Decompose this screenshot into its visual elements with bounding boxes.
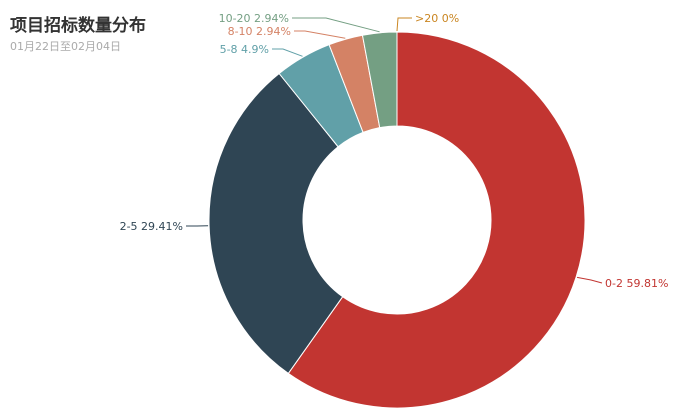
slice-10-20[interactable] <box>361 31 398 129</box>
slice-0-2[interactable] <box>287 31 586 409</box>
leader-line-5-8 <box>272 48 303 57</box>
chart-title: 项目招标数量分布 <box>10 16 146 36</box>
leader-line-10-20 <box>292 17 380 33</box>
leader-line->20 <box>396 17 412 32</box>
slice-label-8-10: 8-10 2.94% <box>228 25 291 38</box>
labels-layer: 0-2 59.81% 2-5 29.41% 5-8 4.9% 8-10 2.94%10… <box>120 12 669 290</box>
slice-label->20: >20 0% <box>415 12 459 25</box>
leader-line-8-10 <box>294 30 346 39</box>
slice-label-0-2: 0-2 59.81% <box>605 277 668 290</box>
slice-label-2-5: 2-5 29.41% <box>120 220 183 233</box>
slice-label-5-8: 5-8 4.9% <box>220 43 269 56</box>
slice-label-10-20: 10-20 2.94% <box>219 12 289 25</box>
chart-subtitle: 01月22日至02月04日 <box>10 40 121 53</box>
slice-2-5[interactable] <box>208 72 344 375</box>
slices-layer <box>208 31 586 409</box>
leader-line-0-2 <box>577 276 603 284</box>
